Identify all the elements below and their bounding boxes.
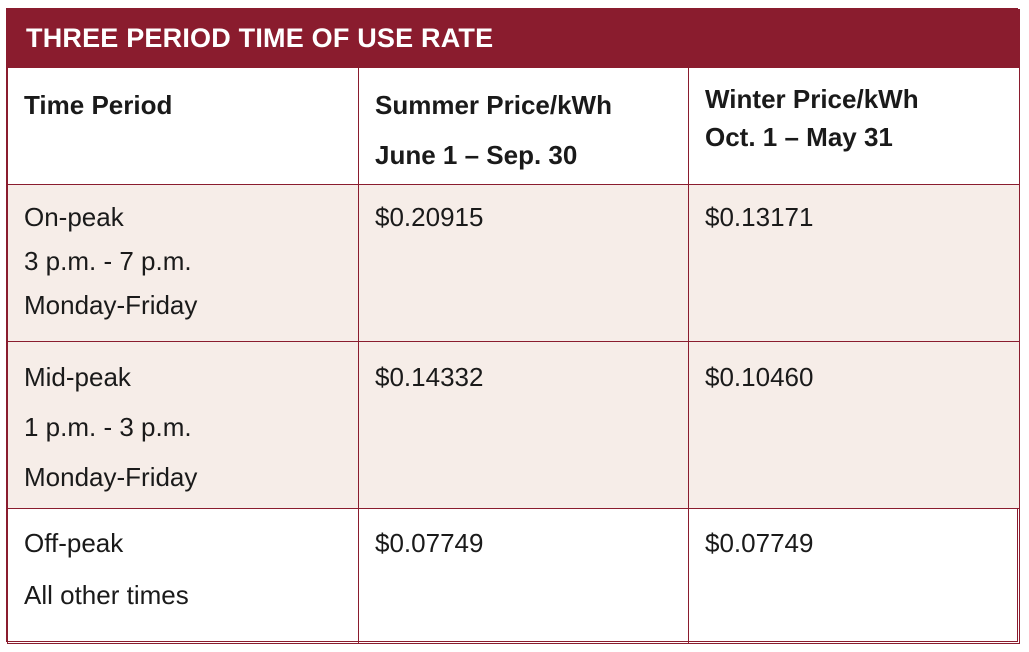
table-row-off-peak: Off-peak All other times $0.07749 $0.077… — [7, 508, 1021, 644]
header-time-period: Time Period — [7, 67, 359, 185]
table-title: THREE PERIOD TIME OF USE RATE — [6, 9, 1021, 68]
period-cell: Mid-peak 1 p.m. - 3 p.m. Monday-Friday — [7, 341, 359, 509]
period-hours: 3 p.m. - 7 p.m. — [24, 246, 192, 276]
period-days: Monday-Friday — [24, 290, 198, 320]
summer-price-cell: $0.20915 — [358, 184, 689, 342]
header-summer-price: Summer Price/kWh June 1 – Sep. 30 — [358, 67, 689, 185]
header-time-period-label: Time Period — [24, 90, 173, 120]
header-winter-dates: Oct. 1 – May 31 — [705, 122, 893, 152]
summer-price-cell: $0.07749 — [358, 508, 689, 644]
winter-price-cell: $0.07749 — [687, 508, 1021, 644]
header-row: Time Period Summer Price/kWh June 1 – Se… — [7, 67, 1021, 185]
winter-price-cell: $0.10460 — [687, 341, 1021, 509]
winter-price-cell: $0.13171 — [687, 184, 1021, 342]
header-winter-price: Winter Price/kWh Oct. 1 – May 31 — [687, 67, 1021, 185]
table-row-on-peak: On-peak 3 p.m. - 7 p.m. Monday-Friday $0… — [7, 184, 1021, 342]
period-hours: All other times — [24, 580, 189, 610]
header-summer-dates: June 1 – Sep. 30 — [375, 140, 578, 170]
table-row-mid-peak: Mid-peak 1 p.m. - 3 p.m. Monday-Friday $… — [7, 341, 1021, 509]
period-name: Mid-peak — [24, 362, 131, 392]
header-winter-label: Winter Price/kWh — [705, 84, 919, 114]
header-summer-label: Summer Price/kWh — [375, 90, 612, 120]
period-cell: On-peak 3 p.m. - 7 p.m. Monday-Friday — [7, 184, 359, 342]
period-days: Monday-Friday — [24, 462, 198, 492]
period-cell: Off-peak All other times — [7, 508, 359, 644]
rate-table-container: THREE PERIOD TIME OF USE RATE Time Perio… — [6, 8, 1021, 644]
period-hours: 1 p.m. - 3 p.m. — [24, 412, 192, 442]
rate-table: THREE PERIOD TIME OF USE RATE Time Perio… — [6, 9, 1021, 644]
period-name: On-peak — [24, 202, 124, 232]
summer-price-cell: $0.14332 — [358, 341, 689, 509]
period-name: Off-peak — [24, 528, 124, 558]
title-row: THREE PERIOD TIME OF USE RATE — [6, 9, 1021, 68]
